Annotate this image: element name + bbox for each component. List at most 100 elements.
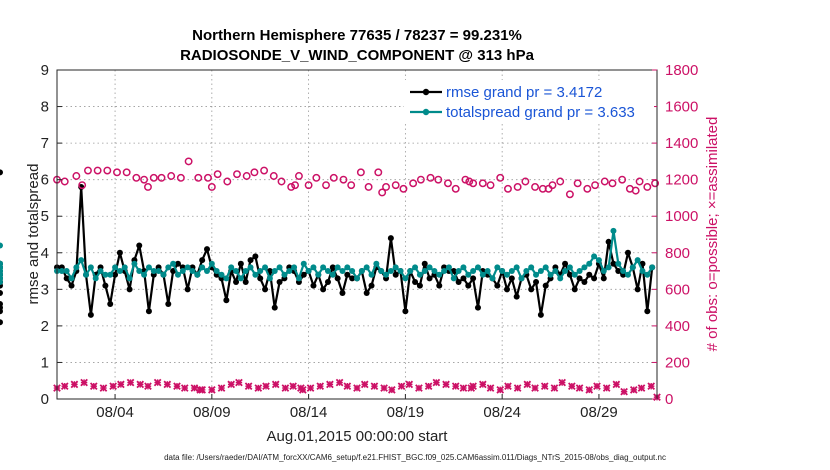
right-tick-label-3: 600	[665, 281, 690, 298]
series-obs-possible	[53, 157, 660, 199]
obs-possible-marker	[347, 181, 356, 190]
data-point	[566, 271, 573, 278]
obs-assimilated-marker	[523, 380, 532, 389]
data-point	[426, 264, 433, 271]
data-point	[373, 260, 380, 267]
obs-assimilated-marker	[380, 384, 388, 392]
data-point	[368, 271, 375, 278]
data-point	[63, 268, 70, 275]
obs-assimilated-marker	[208, 386, 216, 394]
data-point	[421, 260, 428, 267]
data-point	[412, 279, 419, 286]
left-tick-label-0: 0	[41, 391, 49, 408]
data-point	[518, 275, 525, 282]
obs-possible-marker	[608, 179, 617, 188]
data-point	[242, 279, 249, 286]
left-tick-label-2: 2	[41, 318, 49, 335]
data-point	[378, 268, 385, 275]
x-tick-label-1: 08/09	[193, 404, 231, 421]
obs-possible-marker	[416, 175, 425, 184]
data-point	[523, 268, 530, 275]
obs-possible-marker	[391, 181, 400, 190]
right-tick-label-7: 1400	[665, 135, 698, 152]
data-point	[460, 275, 467, 282]
data-point	[455, 279, 462, 286]
data-point	[233, 268, 240, 275]
obs-assimilated-marker	[612, 380, 621, 389]
legend-label: rmse grand pr = 3.4172	[446, 84, 602, 101]
left-tick-label-3: 3	[41, 281, 49, 298]
data-point	[223, 275, 230, 282]
data-point	[624, 271, 631, 278]
obs-possible-marker	[103, 166, 112, 175]
obs-possible-marker	[409, 179, 418, 188]
data-point	[634, 286, 641, 293]
data-point	[136, 242, 143, 249]
data-point	[121, 264, 128, 271]
obs-assimilated-marker	[235, 378, 243, 387]
data-point	[83, 271, 90, 278]
data-point	[499, 268, 506, 275]
obs-assimilated-marker	[326, 380, 334, 389]
right-tick-label-4: 800	[665, 245, 690, 262]
x-axis-label: Aug.01,2015 00:00:00 start	[267, 428, 449, 445]
data-point	[0, 300, 3, 307]
obs-possible-marker	[312, 173, 321, 182]
obs-possible-marker	[132, 173, 141, 182]
obs-assimilated-marker	[637, 384, 646, 392]
data-point	[581, 279, 588, 286]
data-point	[334, 275, 341, 282]
legend-box	[404, 80, 654, 124]
data-point	[339, 268, 346, 275]
data-point	[276, 264, 283, 271]
data-point	[320, 264, 327, 271]
data-point	[145, 308, 152, 315]
obs-assimilated-marker	[217, 384, 226, 392]
data-point	[363, 264, 370, 271]
data-point	[315, 271, 322, 278]
obs-possible-marker	[544, 184, 553, 193]
data-point	[349, 268, 356, 275]
data-point	[58, 268, 65, 275]
obs-assimilated-marker	[99, 384, 108, 392]
obs-assimilated-marker	[496, 386, 505, 394]
obs-possible-marker	[469, 179, 478, 188]
obs-assimilated-marker	[550, 384, 559, 392]
data-point	[291, 264, 298, 271]
data-point	[295, 275, 302, 282]
obs-possible-marker	[426, 173, 435, 182]
data-point	[605, 238, 612, 245]
data-point	[92, 275, 99, 282]
data-point	[247, 257, 254, 264]
data-point	[310, 282, 317, 289]
data-point	[213, 268, 220, 275]
data-point	[208, 260, 215, 267]
data-point	[271, 268, 278, 275]
data-point	[174, 260, 181, 267]
data-point	[0, 289, 3, 296]
x-tick-label-4: 08/24	[483, 404, 521, 421]
obs-possible-marker	[149, 173, 158, 182]
data-point	[233, 279, 240, 286]
x-axis-ticks: 08/04 08/09 08/14 08/19 08/24 08/29	[96, 394, 618, 421]
left-tick-label-9: 9	[41, 62, 49, 79]
left-tick-label-4: 4	[41, 245, 49, 262]
data-point	[460, 264, 467, 271]
chart-title-line-1: Northern Hemisphere 77635 / 78237 = 99.2…	[192, 27, 522, 44]
data-point	[533, 271, 540, 278]
obs-possible-marker	[378, 188, 387, 197]
obs-possible-marker	[631, 186, 640, 195]
obs-assimilated-marker	[254, 384, 263, 392]
obs-assimilated-marker	[117, 380, 125, 389]
data-point	[566, 264, 573, 271]
plot-area-frame	[56, 69, 658, 400]
data-point	[262, 286, 269, 293]
data-point	[354, 275, 360, 282]
data-point	[508, 275, 515, 282]
obs-possible-marker	[618, 175, 627, 184]
x-tick-label-0: 08/04	[96, 404, 134, 421]
obs-possible-marker	[356, 168, 365, 177]
data-point	[310, 264, 317, 271]
data-point	[204, 268, 210, 275]
data-point	[257, 275, 264, 282]
